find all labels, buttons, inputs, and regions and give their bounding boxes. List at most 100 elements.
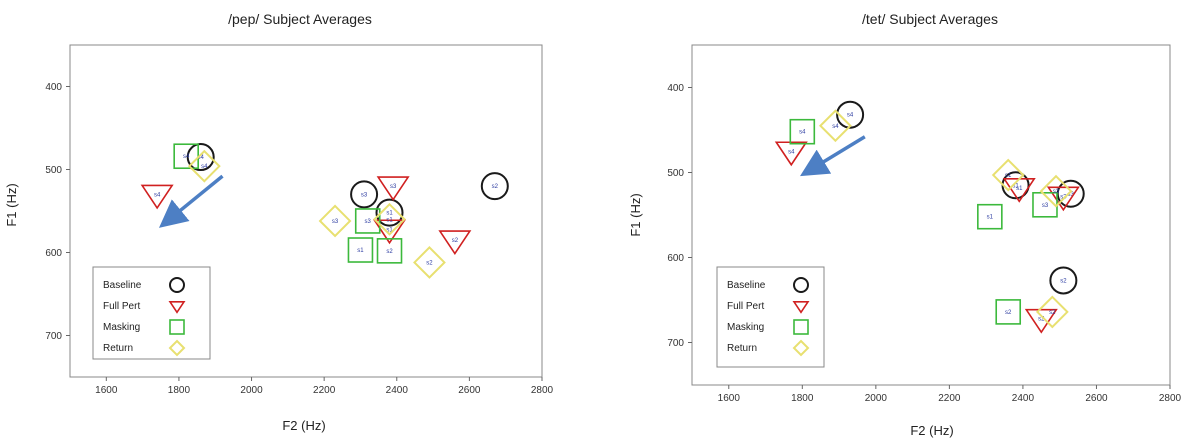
data-point [991, 158, 1025, 192]
y-tick-label: 500 [667, 168, 684, 179]
y-tick-label: 700 [667, 338, 684, 349]
data-point [1046, 186, 1080, 212]
legend-marker [169, 277, 185, 293]
x-tick-label: 1800 [168, 385, 191, 396]
x-tick-label: 2200 [938, 393, 961, 404]
data-point [1024, 308, 1058, 334]
legend-marker [792, 339, 810, 357]
data-marks: s4 s3 s1 s2 s4 s3 s1 s2 s4 s3 s1 s2 s4 s3 s1 s2 [140, 143, 509, 279]
legend-label: Masking [103, 322, 140, 333]
point-label: s3 [332, 219, 339, 225]
point-label: s4 [154, 192, 161, 198]
y-tick-label: 500 [45, 165, 62, 176]
shift-arrow [800, 135, 866, 177]
data-point [818, 109, 852, 143]
point-label: s4 [847, 113, 854, 119]
y-axis-label: F1 (Hz) [4, 183, 19, 226]
y-axis-label: F1 (Hz) [628, 193, 643, 236]
x-tick-label: 2600 [1085, 393, 1108, 404]
point-label: s1 [1016, 186, 1023, 192]
point-label: s1 [1005, 173, 1012, 179]
shift-arrow [158, 174, 224, 228]
x-tick-label: 2400 [1012, 393, 1035, 404]
legend-box [92, 266, 211, 360]
legend: Baseline Full Pert Masking Return [92, 266, 211, 360]
chart-title: /pep/ Subject Averages [228, 11, 372, 27]
x-tick-label: 2600 [458, 385, 481, 396]
data-point [347, 237, 374, 263]
data-point [375, 198, 404, 227]
point-label: s1 [1012, 183, 1019, 189]
data-point [977, 203, 1003, 230]
point-label: s2 [1038, 317, 1045, 323]
point-label: s3 [1068, 192, 1075, 198]
point-label: s2 [492, 184, 499, 190]
data-point [373, 202, 406, 236]
chart-pep: /pep/ Subject Averages F2 (Hz) F1 (Hz) 1… [4, 11, 554, 433]
y-tick-label: 700 [45, 331, 62, 342]
data-point [995, 299, 1022, 325]
point-label: s2 [1005, 310, 1012, 316]
data-point [438, 230, 472, 255]
point-label: s3 [365, 219, 372, 225]
data-point [140, 184, 174, 210]
legend-label: Masking [727, 322, 764, 333]
point-label: s1 [357, 248, 364, 254]
data-point [774, 141, 808, 167]
data-point [350, 180, 379, 209]
legend-label: Return [727, 343, 757, 354]
tick-group: 1600 1800 2000 2200 2400 2600 2800 400 500 600 700 [667, 83, 1181, 404]
point-label: s3 [390, 184, 397, 190]
legend-marker [792, 300, 810, 314]
point-label: s2 [386, 249, 393, 255]
point-label: s3 [1042, 203, 1049, 209]
y-tick-label: 400 [45, 82, 62, 93]
data-point [187, 149, 221, 183]
data-point [318, 204, 352, 238]
x-tick-label: 2000 [240, 385, 263, 396]
point-label: s4 [201, 164, 208, 170]
y-tick-label: 600 [45, 248, 62, 259]
legend-marker [793, 277, 809, 293]
data-point [1035, 295, 1069, 329]
data-point [836, 100, 865, 129]
legend-marker [168, 339, 186, 357]
plot-frame [691, 44, 1171, 386]
y-tick-label: 400 [667, 83, 684, 94]
legend-label: Return [103, 343, 133, 354]
legend-label: Baseline [103, 280, 142, 291]
x-tick-label: 1600 [718, 393, 741, 404]
data-point [373, 219, 407, 245]
data-point [789, 118, 816, 145]
legend-label: Baseline [727, 280, 766, 291]
point-label: s3 [361, 192, 368, 198]
point-label: s4 [799, 130, 806, 136]
point-label: s1 [386, 217, 393, 223]
legend-marker [169, 319, 185, 335]
y-tick-label: 600 [667, 253, 684, 264]
point-label: s2 [452, 238, 459, 244]
x-axis-label: F2 (Hz) [282, 418, 325, 433]
data-point [1039, 174, 1073, 208]
legend-label: Full Pert [727, 301, 764, 312]
data-point [376, 176, 410, 202]
x-tick-label: 2400 [386, 385, 409, 396]
chart-title: /tet/ Subject Averages [862, 11, 998, 27]
data-point [480, 172, 509, 201]
plot-frame [69, 44, 543, 378]
point-label: s1 [386, 227, 393, 233]
tick-group: 1600 1800 2000 2200 2400 2600 2800 400 500 600 700 [45, 82, 553, 396]
point-label: s2 [1049, 310, 1056, 316]
point-label: s1 [386, 211, 393, 217]
x-tick-label: 1800 [791, 393, 814, 404]
point-label: s4 [183, 154, 190, 160]
legend-marker [168, 300, 186, 314]
point-label: s4 [198, 155, 205, 161]
point-label: s2 [1060, 278, 1067, 284]
x-axis-label: F2 (Hz) [910, 423, 953, 438]
x-tick-label: 2000 [865, 393, 888, 404]
legend-label: Full Pert [103, 301, 140, 312]
data-point [1049, 266, 1078, 295]
